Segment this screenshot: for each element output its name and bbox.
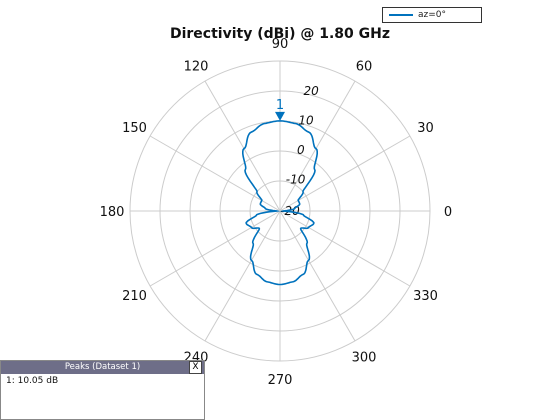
grid-spoke xyxy=(279,210,356,342)
grid-spoke xyxy=(279,80,356,212)
grid-spoke xyxy=(279,135,411,212)
angle-tick-label: 180 xyxy=(100,205,125,220)
radial-tick-label: 20 xyxy=(304,84,320,98)
radial-tick-label: -10 xyxy=(286,172,306,186)
series-layer xyxy=(242,120,318,286)
grid-spoke xyxy=(204,80,281,212)
angle-tick-label: 0 xyxy=(444,205,452,220)
angle-tick-label: 300 xyxy=(352,350,377,365)
peak-marker-layer: 1 xyxy=(275,98,285,121)
legend: az=0° xyxy=(382,7,482,23)
peaks-panel: Peaks (Dataset 1) X 1: 10.05 dB xyxy=(0,360,205,420)
angle-tick-label: 210 xyxy=(122,289,147,304)
angle-tick-label: 60 xyxy=(356,60,373,75)
tick-labels: 9060300330300270240210180150120-20-10010… xyxy=(100,37,453,388)
angle-tick-label: 150 xyxy=(122,121,147,136)
series-line xyxy=(242,120,318,286)
angle-tick-label: 90 xyxy=(272,37,289,52)
legend-label: az=0° xyxy=(418,10,447,20)
grid-spoke xyxy=(149,135,281,212)
peak-entry: 1: 10.05 dB xyxy=(6,376,59,386)
angle-tick-label: 30 xyxy=(417,121,434,136)
chart-title: Directivity (dBi) @ 1.80 GHz xyxy=(170,26,390,42)
close-button[interactable]: X xyxy=(189,361,202,374)
grid-spoke xyxy=(149,210,281,287)
radial-tick-label: 10 xyxy=(298,113,314,127)
angle-tick-label: 270 xyxy=(268,373,293,388)
peaks-title: Peaks (Dataset 1) xyxy=(64,362,141,372)
grid-spoke xyxy=(279,210,411,287)
peaks-titlebar: Peaks (Dataset 1) X xyxy=(1,361,204,374)
angle-tick-label: 120 xyxy=(184,60,209,75)
grid-spoke xyxy=(204,210,281,342)
radial-tick-label: 0 xyxy=(297,143,305,157)
peak-marker-triangle xyxy=(275,111,285,121)
legend-swatch xyxy=(389,14,413,16)
peak-marker-label: 1 xyxy=(276,98,284,113)
angle-tick-label: 330 xyxy=(413,289,438,304)
